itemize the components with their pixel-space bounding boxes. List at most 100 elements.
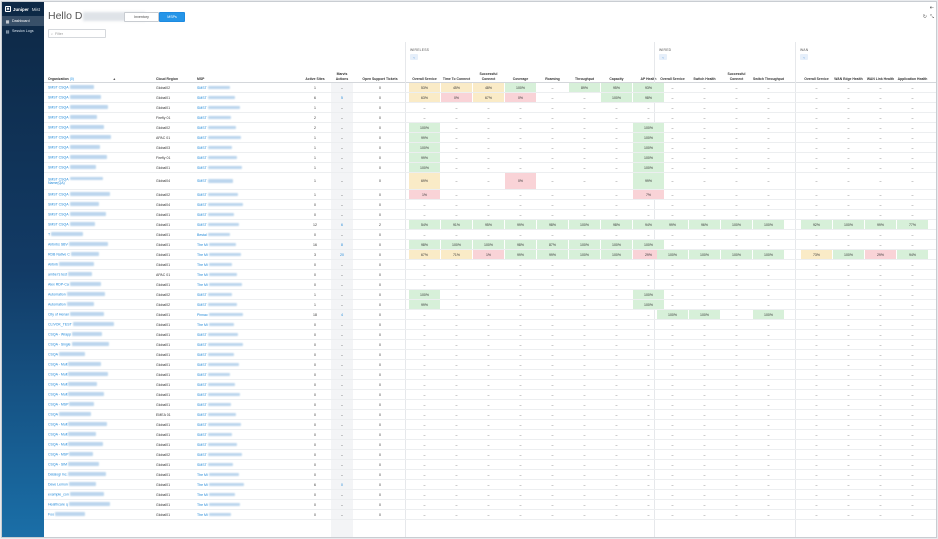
msp-link[interactable]: SMST bbox=[197, 380, 257, 389]
org-name-link[interactable]: Dave Lemon bbox=[48, 480, 150, 489]
column-header[interactable]: Overall Service bbox=[657, 68, 688, 82]
msp-link[interactable]: Bestal bbox=[197, 230, 257, 239]
column-header[interactable]: WAN Link Health bbox=[865, 68, 896, 82]
org-name-link[interactable]: Automation bbox=[48, 300, 150, 309]
table-row[interactable]: Dave Lemon Global01 The Mi 6 0 0– – – – – – – – – – – – –… bbox=[44, 480, 936, 490]
logout-icon[interactable]: ⇤ bbox=[929, 5, 934, 11]
column-header[interactable]: Marvis Actions bbox=[331, 68, 353, 82]
org-name-link[interactable]: T bbox=[48, 230, 150, 239]
msp-link[interactable]: SMST bbox=[197, 173, 257, 189]
org-name-link[interactable]: CSQA - MSP bbox=[48, 450, 150, 459]
column-header[interactable]: Successful Connect bbox=[473, 68, 504, 82]
msp-link[interactable]: SMST bbox=[197, 210, 257, 219]
org-name-link[interactable]: SMST CSQA bbox=[48, 163, 150, 172]
msp-link[interactable]: SMST bbox=[197, 103, 257, 112]
table-row[interactable]: CSQA - SIM Global01 SMST 0–0– – – – – – – – – – – – – – –… bbox=[44, 460, 936, 470]
group-collapse-button[interactable]: ‹ bbox=[659, 54, 667, 60]
sort-up-icon[interactable]: ▲ bbox=[112, 76, 116, 81]
table-row[interactable]: Airbnb Global01 The Mi 0–0– – – – – – – – – – – – – – – – bbox=[44, 260, 936, 270]
org-name-link[interactable]: CSQA - Mult bbox=[48, 430, 150, 439]
org-name-link[interactable]: SMST CSQA bbox=[48, 153, 150, 162]
org-name-link[interactable]: RDB Native C bbox=[48, 250, 150, 259]
column-header[interactable]: Overall Service bbox=[409, 68, 440, 82]
table-row[interactable]: SMST CSQA Global02 SMST 2–0 100% – – – – – –100% – –… bbox=[44, 123, 936, 133]
table-row[interactable]: SMST CSQA Global01 SMST 12 6 2 54% 91% 95% 99% 98%… bbox=[44, 220, 936, 230]
msp-link[interactable]: The Mi bbox=[197, 480, 257, 489]
msp-link[interactable]: SMST bbox=[197, 390, 257, 399]
msp-link[interactable]: SMST bbox=[197, 83, 257, 92]
org-name-link[interactable]: CSQA - Mult bbox=[48, 440, 150, 449]
column-header[interactable]: Time To Connect bbox=[441, 68, 472, 82]
org-name-link[interactable]: Airbnbs SBV bbox=[48, 240, 150, 249]
inventory-button[interactable]: Inventory bbox=[124, 12, 159, 22]
table-row[interactable]: Automation Global02 SMST 1–0 100% – – – – – –100% –… bbox=[44, 290, 936, 300]
column-header[interactable]: Roaming bbox=[537, 68, 568, 82]
org-name-link[interactable]: SMST CSQA bbox=[48, 210, 150, 219]
table-row[interactable]: CLIVOK_TEST Global01 The Mi 0–0– – – – – – – – – – – –… bbox=[44, 320, 936, 330]
msp-link[interactable]: SMST bbox=[197, 330, 257, 339]
msp-link[interactable]: The Mi bbox=[197, 500, 257, 509]
table-row[interactable]: Automation Global02 SMST 1–0 99% – – – – – –100% – –… bbox=[44, 300, 936, 310]
org-name-link[interactable]: CSQA - Mult bbox=[48, 420, 150, 429]
table-row[interactable]: Datalogi Inc. Global01 The Mi 0–0– – – – – – – – – –… bbox=[44, 470, 936, 480]
msp-link[interactable]: Pinnac bbox=[197, 310, 257, 319]
group-collapse-button[interactable]: ‹ bbox=[800, 54, 808, 60]
table-row[interactable]: SMST CSQA Global03 SMST 1–0 100% – – – – – –100% – –… bbox=[44, 143, 936, 153]
msp-link[interactable]: SMST bbox=[197, 300, 257, 309]
msp-link[interactable]: SMST bbox=[197, 200, 257, 209]
org-name-link[interactable]: CSQA - Mult bbox=[48, 380, 150, 389]
sidebar-item-session-logs[interactable]: ▤ Session Logs bbox=[2, 26, 44, 36]
table-row[interactable]: SMST CSQA Global01 SMST 6 5 0 63% 0% 67% 0% – –100%… bbox=[44, 93, 936, 103]
table-row[interactable]: CSQA - Mult Global01 SMST 0–0– – – – – – – – – – – – – –… bbox=[44, 420, 936, 430]
msp-link[interactable]: SMST bbox=[197, 143, 257, 152]
column-header[interactable]: Cloud Region bbox=[156, 68, 192, 82]
msp-link[interactable]: SMST bbox=[197, 370, 257, 379]
msp-link[interactable]: SMST bbox=[197, 410, 257, 419]
column-header[interactable]: Application Health bbox=[897, 68, 928, 82]
org-name-link[interactable]: SMST CSQA bbox=[48, 190, 150, 199]
org-name-link[interactable]: CSQA - Mult bbox=[48, 390, 150, 399]
msp-link[interactable]: SMST bbox=[197, 340, 257, 349]
marvis-actions-cell[interactable]: 8 bbox=[331, 240, 353, 249]
column-header[interactable]: WAN Edge Health bbox=[833, 68, 864, 82]
msp-link[interactable]: The Mi bbox=[197, 320, 257, 329]
table-row[interactable]: CSQA Global01 SMST 0–0– – – – – – – – – – – – – – – – bbox=[44, 350, 936, 360]
org-name-link[interactable]: CSQA - Mult bbox=[48, 360, 150, 369]
marvis-actions-cell[interactable]: 4 bbox=[331, 310, 353, 319]
msp-link[interactable]: The Mi bbox=[197, 280, 257, 289]
table-row[interactable]: RDB Native C Global01 The Mi 3 20 0 67% 71% 1% 99… bbox=[44, 250, 936, 260]
column-header[interactable]: Switch Health bbox=[689, 68, 720, 82]
table-row[interactable]: CSQA - Mult Global01 SMST 0–0– – – – – – – – – – – – – –… bbox=[44, 390, 936, 400]
column-header[interactable]: Coverage bbox=[505, 68, 536, 82]
table-row[interactable]: CSQA - Mult Global01 SMST 0–0– – – – – – – – – – – – – –… bbox=[44, 430, 936, 440]
msp-link[interactable]: SMST bbox=[197, 420, 257, 429]
org-name-link[interactable]: CSQA - Single bbox=[48, 340, 150, 349]
org-name-link[interactable]: SMST CSQA bbox=[48, 220, 150, 229]
table-row[interactable]: CSQA - Mult Global01 SMST 0–0– – – – – – – – – – – – – –… bbox=[44, 360, 936, 370]
msp-link[interactable]: SMST bbox=[197, 460, 257, 469]
org-name-link[interactable]: Healthcare q bbox=[48, 500, 150, 509]
org-name-link[interactable]: Datalogi Inc. bbox=[48, 470, 150, 479]
sidebar-item-dashboard[interactable]: ▦ Dashboard bbox=[2, 16, 44, 26]
msp-link[interactable]: The Mi bbox=[197, 250, 257, 259]
org-name-link[interactable]: CSQA bbox=[48, 410, 150, 419]
org-name-link[interactable]: CSQA bbox=[48, 350, 150, 359]
org-name-link[interactable]: CSQA - Mult bbox=[48, 370, 150, 379]
column-header[interactable]: Switch Throughput bbox=[753, 68, 784, 82]
table-row[interactable]: CSQA - MSP Global02 SMST 0–0– – – – – – – – – – – – – – –… bbox=[44, 450, 936, 460]
org-name-link[interactable]: amber's test bbox=[48, 270, 150, 279]
org-name-link[interactable]: Automation bbox=[48, 290, 150, 299]
table-row[interactable]: SMST CSQA Global01 SMST 1–0– – – – – – – – – – – – – – – – bbox=[44, 103, 936, 113]
msp-link[interactable]: The Mi bbox=[197, 490, 257, 499]
column-header[interactable]: Capacity bbox=[601, 68, 632, 82]
msp-link[interactable]: SMST bbox=[197, 190, 257, 199]
msp-link[interactable]: SMST bbox=[197, 440, 257, 449]
org-name-link[interactable]: CSQA - Wrapp bbox=[48, 330, 150, 339]
msp-link[interactable]: SMST bbox=[197, 400, 257, 409]
org-name-link[interactable]: SMST CSQA bbox=[48, 133, 150, 142]
column-header[interactable]: Overall Service bbox=[801, 68, 832, 82]
org-name-link[interactable]: Alex RDP-Ca bbox=[48, 280, 150, 289]
column-header[interactable]: Throughput bbox=[569, 68, 600, 82]
table-row[interactable]: CSQA - Mult Global01 SMST 0–0– – – – – – – – – – – – – –… bbox=[44, 370, 936, 380]
org-name-link[interactable]: City of Henan bbox=[48, 310, 150, 319]
